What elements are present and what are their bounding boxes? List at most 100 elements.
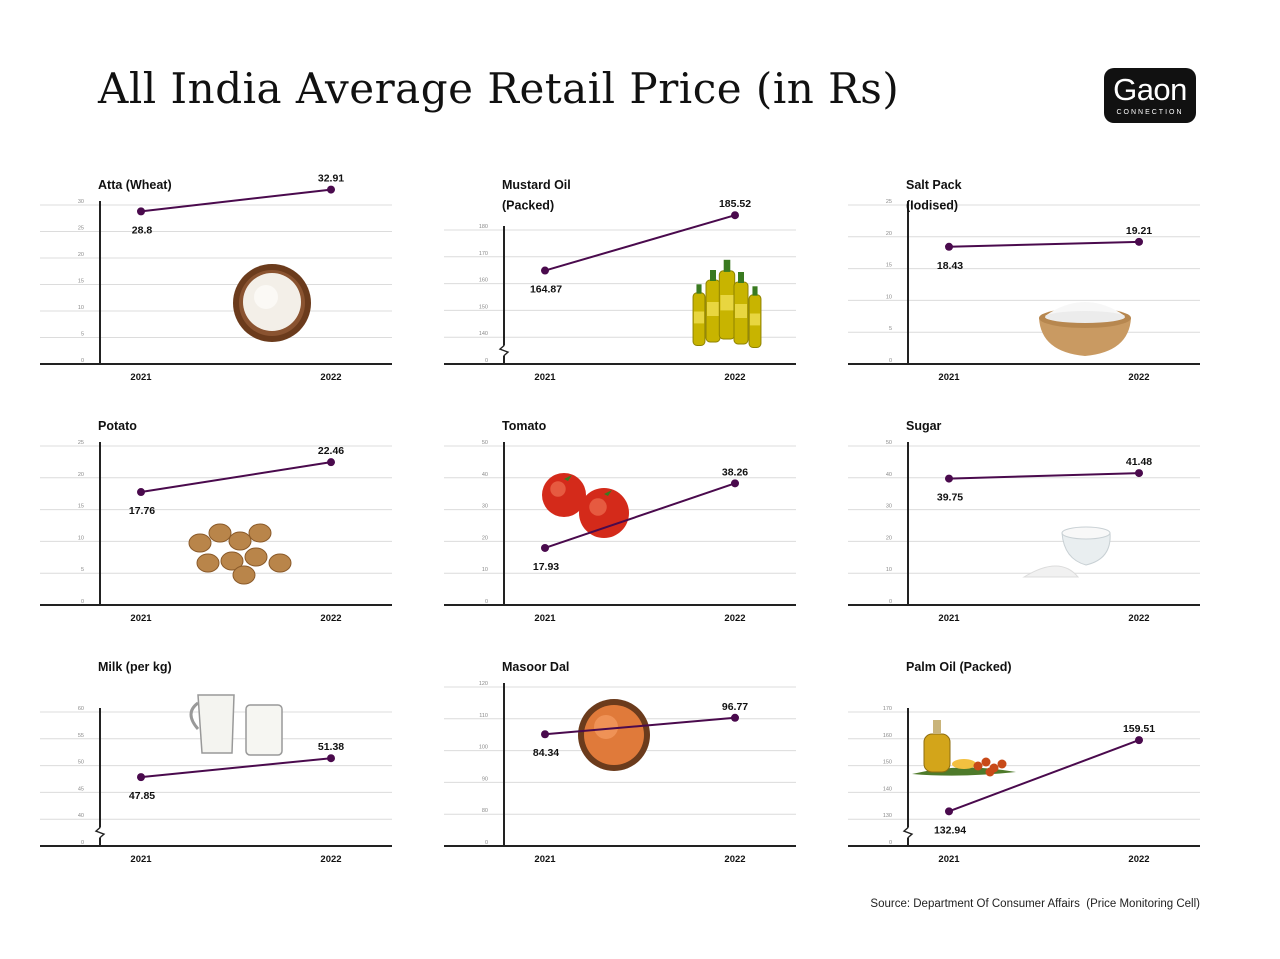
data-label: 47.85 bbox=[129, 790, 155, 802]
chart-title: (Packed) bbox=[502, 199, 554, 213]
chart-title: Sugar bbox=[906, 419, 942, 433]
y-tick-label: 20 bbox=[886, 231, 892, 237]
y-tick-label: 10 bbox=[886, 294, 892, 300]
data-label: 51.38 bbox=[318, 741, 344, 753]
salt-bowl-illustration bbox=[1039, 302, 1131, 356]
data-point bbox=[327, 185, 335, 194]
lentils-bowl-illustration bbox=[578, 699, 650, 771]
data-label: 84.34 bbox=[533, 747, 559, 759]
x-tick-label: 2022 bbox=[724, 854, 745, 865]
y-tick-label: 40 bbox=[482, 472, 488, 478]
y-tick-label: 25 bbox=[78, 440, 84, 446]
logo-subtitle: CONNECTION bbox=[1116, 109, 1184, 116]
chart-title: Potato bbox=[98, 419, 137, 433]
x-tick-label: 2022 bbox=[320, 854, 341, 865]
chart-title: Masoor Dal bbox=[502, 660, 569, 674]
axis-break-mark bbox=[94, 827, 106, 839]
x-tick-label: 2022 bbox=[1128, 613, 1149, 624]
data-point bbox=[1135, 736, 1143, 745]
x-tick-label: 2021 bbox=[534, 613, 556, 624]
y-tick-label: 5 bbox=[81, 332, 84, 338]
axis-break-mark bbox=[902, 827, 914, 839]
y-tick-label: 20 bbox=[78, 252, 84, 258]
y-tick-label: 110 bbox=[479, 713, 488, 719]
data-label: 164.87 bbox=[530, 284, 562, 296]
y-tick-label: 160 bbox=[479, 278, 488, 284]
data-label: 17.93 bbox=[533, 561, 559, 573]
chart-title: Milk (per kg) bbox=[98, 660, 172, 674]
data-point bbox=[1135, 237, 1143, 246]
y-tick-label: 50 bbox=[482, 440, 488, 446]
chart-9: 0 130 140 150 160 170 2021 2022 Palm Oil (Packed… bbox=[848, 660, 1200, 865]
data-point bbox=[137, 207, 145, 216]
x-tick-label: 2021 bbox=[534, 854, 556, 865]
chart-3: 0 5 10 15 20 25 2021 2022 Salt Pack (Iodised) bbox=[848, 178, 1200, 383]
y-tick-label: 10 bbox=[482, 567, 488, 573]
data-label: 19.21 bbox=[1126, 225, 1152, 237]
y-tick-label: 0 bbox=[81, 358, 84, 364]
tomatoes-illustration bbox=[542, 473, 629, 538]
y-tick-label: 120 bbox=[479, 681, 488, 687]
series-line bbox=[140, 188, 332, 213]
data-point bbox=[541, 730, 549, 739]
data-label: 39.75 bbox=[937, 492, 963, 504]
y-tick-label: 0 bbox=[81, 599, 84, 605]
data-label: 22.46 bbox=[318, 445, 344, 457]
y-tick-label: 90 bbox=[482, 776, 488, 782]
chart-7-series: 47.85 51.38 bbox=[129, 741, 344, 802]
chart-9-series: 132.94 159.51 bbox=[934, 723, 1155, 836]
series-line bbox=[948, 739, 1140, 813]
x-tick-label: 2021 bbox=[534, 372, 556, 383]
y-tick-label: 50 bbox=[886, 440, 892, 446]
y-tick-label: 15 bbox=[78, 279, 84, 285]
chart-2: 0 140 150 160 170 180 2021 2022 Mustard Oil (Pack… bbox=[444, 178, 796, 383]
y-tick-label: 0 bbox=[485, 840, 488, 846]
x-tick-label: 2021 bbox=[130, 613, 152, 624]
y-tick-label: 50 bbox=[78, 760, 84, 766]
data-point bbox=[945, 242, 953, 251]
y-tick-label: 40 bbox=[78, 813, 84, 819]
page-title: All India Average Retail Price (in Rs) bbox=[98, 64, 900, 113]
data-label: 18.43 bbox=[937, 260, 963, 272]
brand-logo: Gaon CONNECTION bbox=[1104, 68, 1196, 123]
wheat-flour-bowl-illustration bbox=[233, 264, 311, 342]
series-line bbox=[948, 240, 1140, 248]
x-tick-label: 2021 bbox=[938, 854, 960, 865]
y-tick-label: 150 bbox=[479, 304, 488, 310]
chart-title: Mustard Oil bbox=[502, 178, 571, 192]
chart-1-series: 28.8 32.91 bbox=[132, 173, 345, 237]
mustard-oil-bottles-illustration bbox=[692, 259, 762, 348]
data-point bbox=[137, 488, 145, 497]
series-line bbox=[544, 716, 736, 736]
data-point bbox=[731, 479, 739, 488]
data-point bbox=[541, 543, 549, 552]
data-label: 41.48 bbox=[1126, 456, 1152, 468]
sugar-bowl-illustration bbox=[1022, 526, 1111, 578]
y-tick-label: 10 bbox=[78, 305, 84, 311]
data-point bbox=[945, 474, 953, 483]
series-line bbox=[948, 472, 1140, 480]
x-tick-label: 2022 bbox=[724, 613, 745, 624]
y-tick-label: 15 bbox=[78, 504, 84, 510]
data-point bbox=[731, 713, 739, 722]
y-tick-label: 60 bbox=[78, 706, 84, 712]
data-label: 28.8 bbox=[132, 224, 153, 236]
chart-title: (Iodised) bbox=[906, 199, 958, 213]
chart-title: Tomato bbox=[502, 419, 547, 433]
y-tick-label: 0 bbox=[889, 358, 892, 364]
chart-8-series: 84.34 96.77 bbox=[533, 701, 748, 759]
x-tick-label: 2022 bbox=[1128, 372, 1149, 383]
series-line bbox=[140, 461, 332, 494]
y-tick-label: 25 bbox=[78, 226, 84, 232]
axis-break-mark bbox=[498, 345, 510, 357]
chart-2-series: 164.87 185.52 bbox=[530, 198, 751, 295]
milk-jug-glass-illustration bbox=[189, 694, 283, 756]
y-tick-label: 170 bbox=[479, 251, 488, 257]
x-tick-label: 2021 bbox=[130, 372, 152, 383]
chart-6: 0 10 20 30 40 50 2021 2022 Sugar bbox=[848, 419, 1200, 624]
chart-4-series: 17.76 22.46 bbox=[129, 445, 344, 517]
data-point bbox=[1135, 469, 1143, 478]
x-tick-label: 2021 bbox=[938, 613, 960, 624]
x-tick-label: 2022 bbox=[1128, 854, 1149, 865]
data-label: 159.51 bbox=[1123, 723, 1155, 735]
